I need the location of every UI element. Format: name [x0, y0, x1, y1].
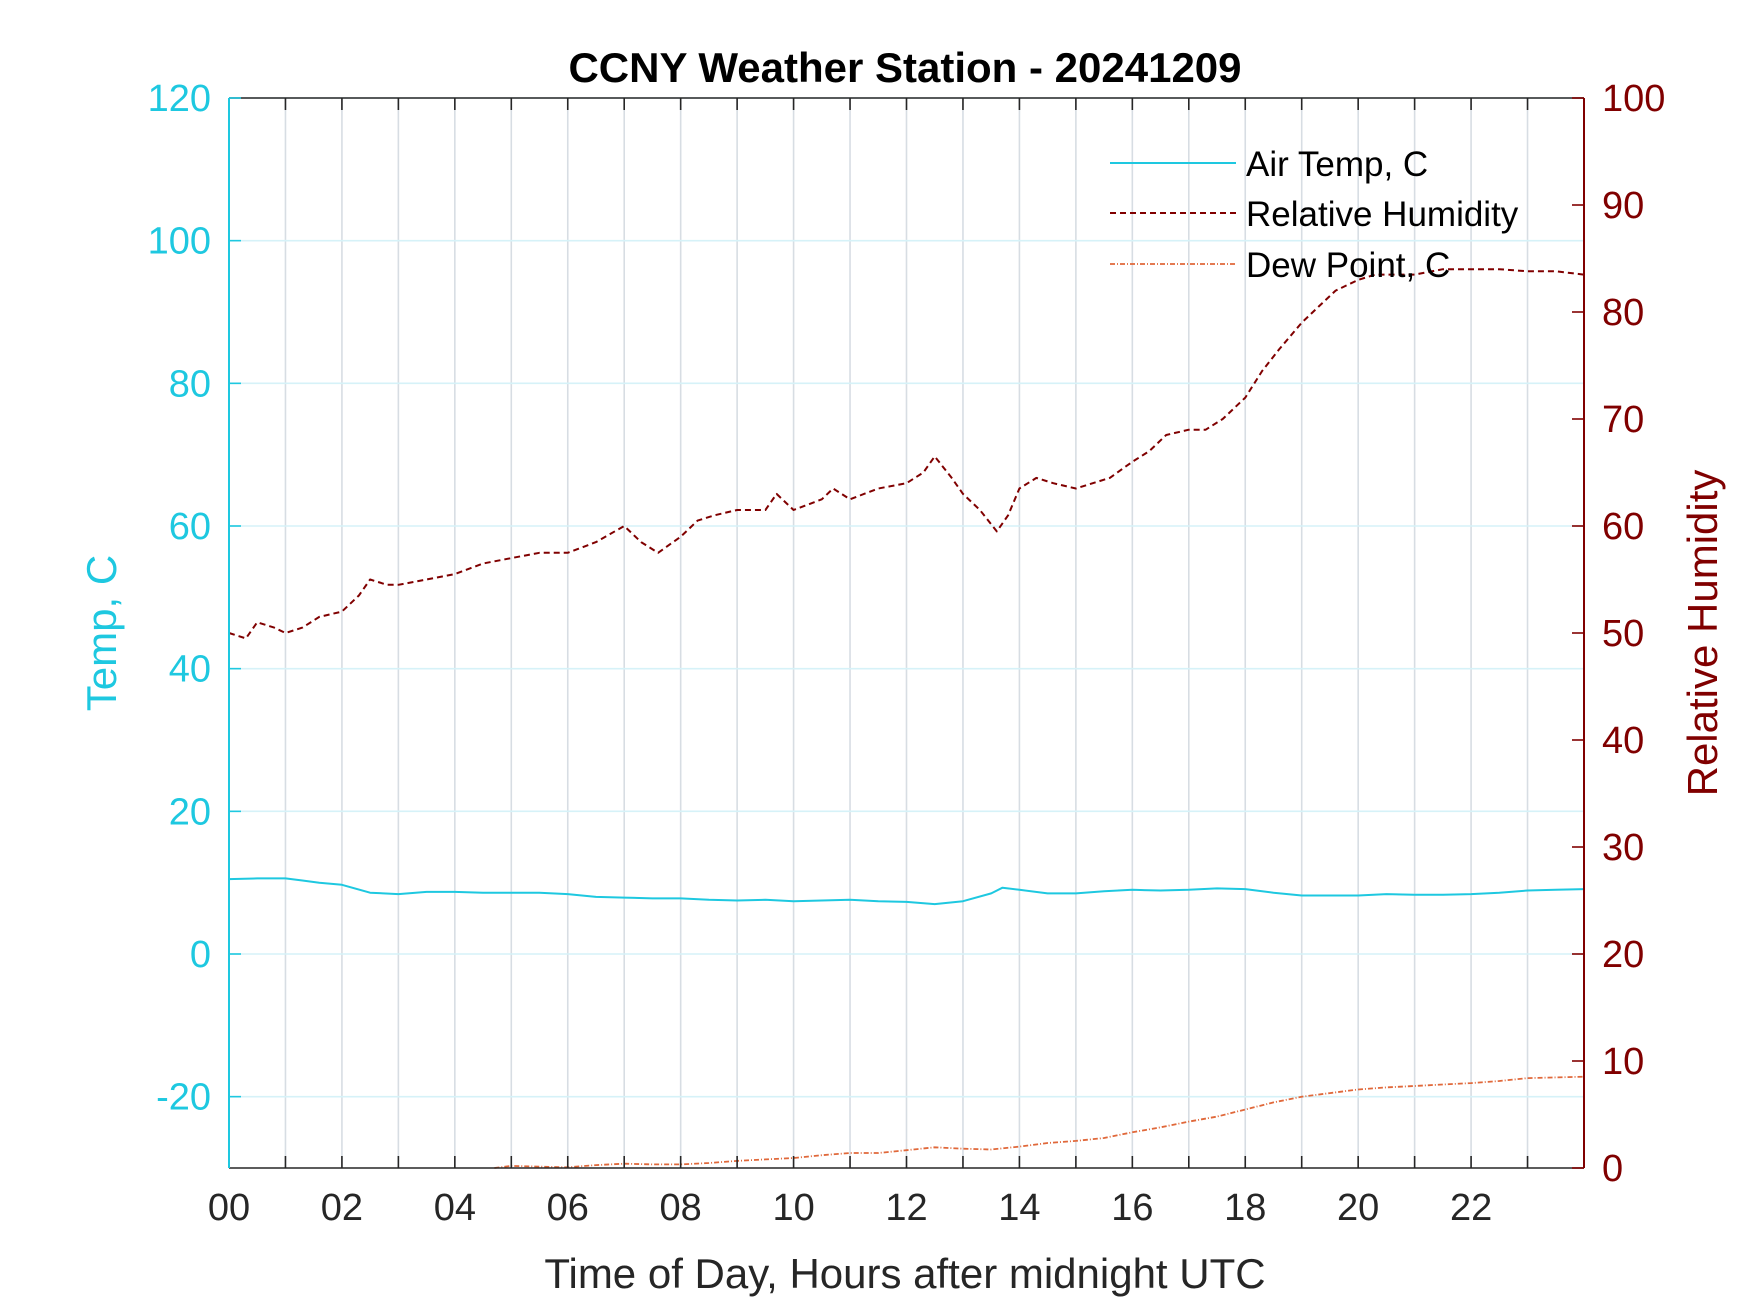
series-relative-humidity [228, 268, 1585, 640]
x-tick-label: 06 [547, 1187, 589, 1229]
series-air-temp [228, 877, 1585, 906]
x-tick-label: 14 [998, 1187, 1040, 1229]
y-right-tick-label: 50 [1602, 613, 1644, 655]
y-right-tick-label: 100 [1602, 78, 1665, 120]
x-tick-label: 10 [772, 1187, 814, 1229]
legend: Air Temp, C Relative Humidity Dew Point,… [1110, 145, 1519, 285]
x-tick-label: 04 [434, 1187, 476, 1229]
y-left-tick-label: 120 [148, 78, 211, 120]
legend-label-air-temp: Air Temp, C [1246, 145, 1428, 184]
y-left-tick-label: 0 [190, 934, 211, 976]
y-right-tick-label: 40 [1602, 720, 1644, 762]
series-dew-point [494, 1075, 1585, 1169]
y-left-tick-label: 80 [169, 363, 211, 405]
x-axis-label: Time of Day, Hours after midnight UTC [544, 1250, 1265, 1297]
y-right-tick-label: 0 [1602, 1148, 1623, 1190]
y-right-tick-label: 90 [1602, 185, 1644, 227]
y-left-tick-label: 20 [169, 791, 211, 833]
x-tick-label: 16 [1111, 1187, 1153, 1229]
y-right-tick-label: 70 [1602, 399, 1644, 441]
y-left-tick-label: -20 [156, 1077, 211, 1119]
y-right-tick-label: 20 [1602, 934, 1644, 976]
left-axis-label: Temp, C [78, 555, 125, 711]
y-right-tick-label: 80 [1602, 292, 1644, 334]
y-right-tick-label: 10 [1602, 1041, 1644, 1083]
x-tick-label: 12 [885, 1187, 927, 1229]
x-tick-label: 18 [1224, 1187, 1266, 1229]
y-right-tick-label: 60 [1602, 506, 1644, 548]
y-left-tick-label: 100 [148, 221, 211, 263]
tick-labels: 00 02 04 06 08 10 12 14 16 18 20 22-200204060801001… [148, 78, 1666, 1229]
right-axis-label: Relative Humidity [1679, 470, 1726, 797]
x-tick-label: 20 [1337, 1187, 1379, 1229]
series-lines [228, 268, 1585, 1169]
legend-label-relative-humidity: Relative Humidity [1246, 195, 1519, 234]
x-tick-label: 22 [1450, 1187, 1492, 1229]
x-tick-label: 08 [660, 1187, 702, 1229]
axes [228, 97, 1585, 1169]
chart-title: CCNY Weather Station - 20241209 [568, 44, 1241, 91]
grid [229, 97, 1584, 1168]
y-left-tick-label: 40 [169, 649, 211, 691]
y-left-tick-label: 60 [169, 506, 211, 548]
x-tick-label: 02 [321, 1187, 363, 1229]
legend-label-dew-point: Dew Point, C [1246, 246, 1450, 285]
y-right-tick-label: 30 [1602, 827, 1644, 869]
x-tick-label: 00 [208, 1187, 250, 1229]
